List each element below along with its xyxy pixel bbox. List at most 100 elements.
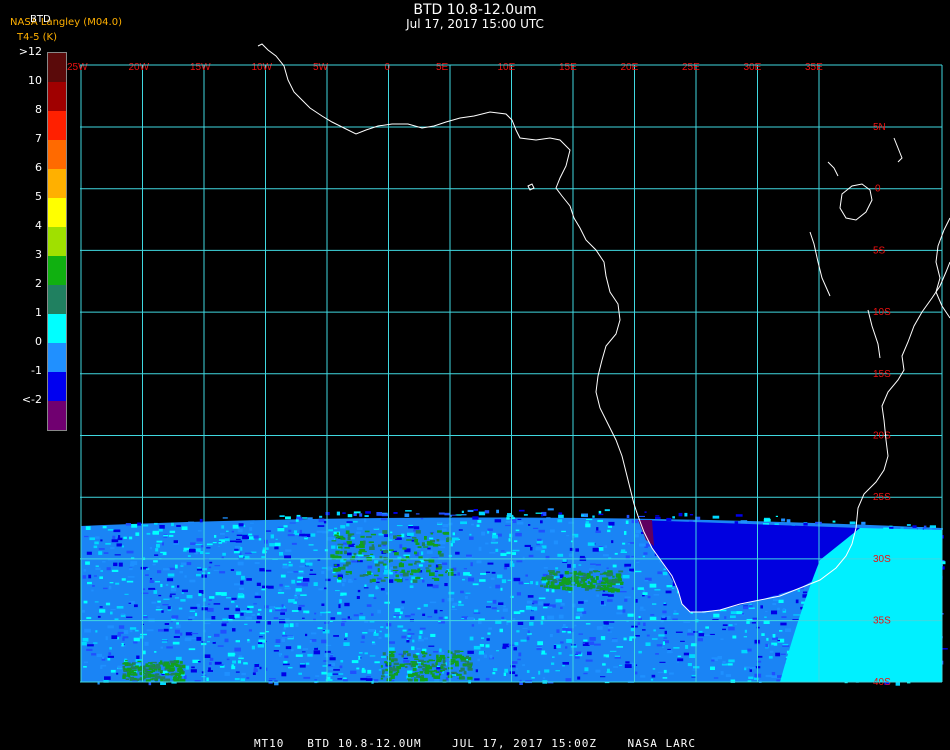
data-pixel — [661, 646, 665, 648]
data-pixel — [401, 654, 404, 658]
data-pixel — [562, 577, 566, 578]
data-pixel — [235, 605, 238, 607]
data-pixel — [254, 562, 260, 565]
data-pixel — [122, 636, 129, 639]
data-pixel — [171, 618, 176, 621]
data-pixel — [190, 669, 197, 673]
data-pixel — [570, 647, 574, 651]
data-pixel — [772, 634, 776, 638]
data-pixel — [593, 579, 597, 583]
data-pixel — [614, 552, 618, 555]
data-pixel — [324, 549, 328, 552]
data-pixel — [244, 623, 248, 625]
data-pixel — [907, 681, 911, 684]
data-pixel — [744, 629, 747, 633]
data-pixel — [116, 543, 122, 547]
data-pixel — [296, 582, 303, 586]
data-pixel — [231, 664, 234, 667]
data-pixel — [167, 663, 170, 665]
data-pixel — [467, 617, 474, 622]
data-pixel — [793, 614, 801, 616]
data-pixel — [275, 538, 278, 540]
data-pixel — [595, 530, 601, 533]
data-pixel — [528, 524, 531, 526]
data-pixel — [367, 669, 372, 674]
data-pixel — [412, 537, 417, 539]
data-pixel — [130, 673, 136, 676]
data-pixel — [259, 666, 262, 670]
longitude-label: 10E — [498, 62, 516, 73]
data-pixel — [234, 549, 239, 551]
data-pixel — [426, 660, 430, 663]
data-pixel — [434, 678, 440, 683]
data-pixel — [309, 639, 317, 642]
data-pixel — [419, 559, 425, 563]
colorbar-label: <-2 — [21, 393, 42, 406]
data-pixel — [649, 616, 657, 620]
data-pixel — [313, 650, 321, 655]
data-pixel — [538, 529, 545, 533]
data-pixel — [559, 574, 564, 578]
data-pixel — [608, 626, 614, 629]
data-pixel — [575, 548, 579, 552]
data-pixel — [231, 665, 236, 670]
data-pixel — [171, 615, 179, 619]
data-pixel — [622, 542, 626, 545]
data-pixel — [232, 524, 240, 529]
data-pixel — [730, 611, 738, 614]
data-pixel — [116, 672, 119, 675]
data-pixel — [238, 587, 244, 590]
data-pixel — [394, 578, 398, 582]
data-pixel — [176, 524, 181, 527]
data-pixel — [506, 515, 514, 517]
data-pixel — [188, 521, 195, 523]
data-pixel — [709, 633, 715, 635]
data-pixel — [175, 564, 178, 569]
data-pixel — [370, 553, 374, 555]
data-pixel — [517, 658, 521, 661]
data-pixel — [414, 678, 418, 682]
data-pixel — [912, 525, 917, 528]
data-pixel — [214, 661, 222, 665]
data-pixel — [442, 524, 449, 528]
data-pixel — [291, 610, 299, 612]
data-pixel — [756, 626, 760, 629]
data-pixel — [347, 542, 352, 545]
data-pixel — [298, 570, 304, 573]
data-pixel — [423, 604, 428, 607]
data-pixel — [196, 636, 202, 641]
data-pixel — [317, 525, 325, 527]
data-pixel — [463, 572, 470, 576]
data-pixel — [746, 620, 750, 624]
data-pixel — [161, 542, 164, 546]
data-pixel — [777, 638, 785, 643]
data-pixel — [438, 651, 445, 655]
data-pixel — [102, 561, 106, 563]
data-pixel — [568, 521, 575, 524]
data-pixel — [322, 629, 330, 634]
data-pixel — [161, 610, 164, 613]
data-pixel — [645, 642, 651, 646]
data-pixel — [135, 659, 143, 662]
data-pixel — [438, 620, 441, 623]
data-pixel — [380, 579, 386, 582]
data-pixel — [422, 579, 425, 583]
data-pixel — [133, 671, 138, 673]
data-pixel — [861, 521, 866, 525]
data-pixel — [341, 567, 344, 570]
data-pixel — [206, 677, 209, 681]
data-pixel — [459, 650, 464, 652]
data-pixel — [160, 583, 163, 588]
data-pixel — [430, 542, 435, 546]
data-pixel — [744, 666, 751, 669]
data-pixel — [217, 645, 224, 647]
data-pixel — [185, 632, 193, 636]
data-pixel — [542, 573, 548, 577]
data-pixel — [207, 607, 214, 612]
data-pixel — [552, 656, 555, 658]
data-pixel — [136, 679, 140, 682]
data-pixel — [565, 589, 571, 591]
data-pixel — [479, 579, 486, 582]
data-pixel — [190, 637, 197, 639]
data-pixel — [196, 538, 203, 542]
